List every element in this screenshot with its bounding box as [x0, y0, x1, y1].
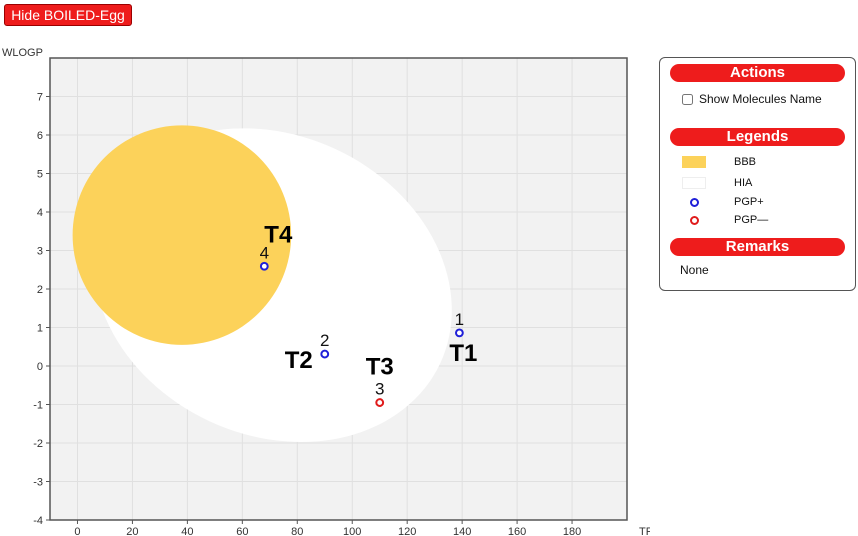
hia-swatch [682, 177, 706, 189]
y-tick-label: -1 [33, 400, 43, 412]
y-tick-label: -4 [33, 515, 43, 527]
x-tick-label: 180 [563, 526, 581, 536]
show-molecules-name-label: Show Molecules Name [699, 92, 822, 106]
molecule-number-label: 4 [260, 243, 269, 262]
x-axis-label: TPSA [639, 526, 650, 536]
molecule-tag-label: T1 [449, 340, 477, 367]
x-tick-label: 0 [74, 526, 80, 536]
y-tick-label: -2 [33, 438, 43, 450]
legend-item-bbb: BBB [682, 156, 756, 168]
molecule-point [259, 261, 269, 271]
bbb-swatch [682, 156, 706, 168]
molecule-number-label: 2 [320, 331, 329, 350]
x-tick-label: 60 [236, 526, 248, 536]
x-tick-label: 140 [453, 526, 471, 536]
pgp-minus-circle-icon [682, 214, 706, 226]
x-tick-label: 20 [126, 526, 138, 536]
x-tick-label: 40 [181, 526, 193, 536]
pgp-plus-circle-icon [682, 196, 706, 208]
molecule-tag-label: T4 [264, 221, 293, 248]
molecule-point [375, 398, 385, 407]
y-tick-label: 7 [37, 92, 43, 104]
legend-label: BBB [734, 156, 757, 168]
legend-item-pgp-plus: PGP+ [682, 196, 764, 208]
y-tick-label: 6 [37, 130, 43, 142]
show-molecules-name-checkbox[interactable] [682, 93, 693, 105]
y-tick-label: 5 [37, 169, 43, 181]
side-panel: Actions Show Molecules Name Legends BBB … [659, 57, 856, 291]
molecule-number-label: 1 [455, 310, 464, 329]
bbb-region [72, 125, 292, 345]
x-tick-label: 160 [508, 526, 526, 536]
y-tick-label: 2 [37, 284, 43, 296]
y-tick-label: 1 [37, 323, 43, 335]
y-tick-label: -3 [33, 477, 43, 489]
y-tick-label: 0 [37, 361, 43, 373]
legend-label: HIA [734, 177, 753, 189]
molecule-tag-label: T3 [366, 354, 394, 381]
remarks-text: None [680, 263, 709, 277]
x-tick-label: 100 [343, 526, 361, 536]
legend-item-hia: HIA [682, 177, 752, 189]
legend-label: PGP+ [734, 196, 764, 208]
show-molecules-name-option[interactable]: Show Molecules Name [682, 92, 822, 106]
actions-header: Actions [670, 64, 845, 82]
remarks-header: Remarks [670, 238, 845, 256]
molecule-number-label: 3 [375, 380, 384, 399]
y-tick-label: 3 [37, 246, 43, 258]
molecule-tag-label: T2 [285, 347, 313, 374]
legend-label: PGP— [734, 214, 769, 226]
hide-boiled-egg-button[interactable]: Hide BOILED-Egg [4, 4, 132, 26]
y-tick-label: 4 [37, 207, 43, 219]
y-axis-label: WLOGP [2, 47, 43, 59]
x-tick-label: 80 [291, 526, 303, 536]
x-tick-label: 120 [398, 526, 416, 536]
legends-header: Legends [670, 128, 845, 146]
legend-item-pgp-minus: PGP— [682, 214, 768, 226]
boiled-egg-chart: 0 20 40 60 80 100 120 140 160 180 -4 -3 -2 -1 0 1 2 3 4 5 6 7… [2, 47, 650, 536]
molecule-point [320, 349, 330, 359]
molecule-point [454, 328, 464, 338]
